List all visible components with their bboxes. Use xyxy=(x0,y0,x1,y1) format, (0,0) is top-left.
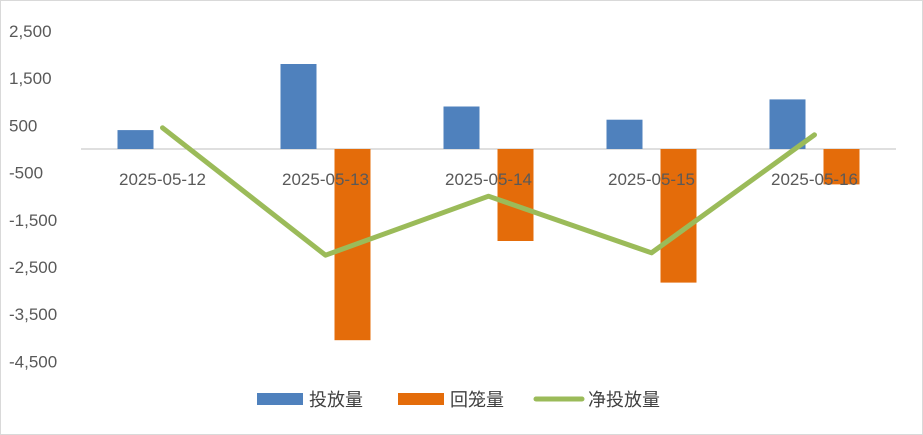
y-tick-label: 2,500 xyxy=(9,22,52,41)
bar-withdrawal-3 xyxy=(660,149,697,283)
category-labels: 2025-05-12 2025-05-13 2025-05-14 2025-05-15… xyxy=(119,170,858,189)
legend-label-0: 投放量 xyxy=(309,390,363,411)
bar-injection-0 xyxy=(117,130,154,149)
bars xyxy=(117,64,860,341)
y-tick-label: -3,500 xyxy=(9,305,57,324)
y-tick-label: -1,500 xyxy=(9,211,57,230)
y-tick-label: -500 xyxy=(9,164,43,183)
y-axis-ticks: 2,500 1,500 500 -500 -1,500 -2,500 -3,500 -4,50… xyxy=(9,22,57,371)
legend: 投放量 回笼量 净投放量 xyxy=(257,390,660,411)
net-line-series xyxy=(160,125,817,258)
category-label: 2025-05-14 xyxy=(445,170,532,189)
bar-injection-4 xyxy=(769,99,806,149)
bar-withdrawal-4 xyxy=(823,149,860,185)
category-label: 2025-05-12 xyxy=(119,170,206,189)
legend-label-2: 净投放量 xyxy=(588,390,660,411)
category-label: 2025-05-16 xyxy=(771,170,858,189)
legend-label-1: 回笼量 xyxy=(450,390,504,411)
bar-injection-1 xyxy=(280,64,317,149)
legend-swatch-0 xyxy=(257,393,303,405)
legend-swatch-1 xyxy=(398,393,444,405)
bar-injection-2 xyxy=(443,106,480,149)
category-label: 2025-05-15 xyxy=(608,170,695,189)
y-tick-label: 500 xyxy=(9,116,37,135)
category-label: 2025-05-13 xyxy=(282,170,369,189)
y-tick-label: -2,500 xyxy=(9,258,57,277)
bar-withdrawal-2 xyxy=(497,149,534,241)
y-tick-label: 1,500 xyxy=(9,69,52,88)
y-tick-label: -4,500 xyxy=(9,352,57,371)
bar-injection-3 xyxy=(606,119,643,149)
